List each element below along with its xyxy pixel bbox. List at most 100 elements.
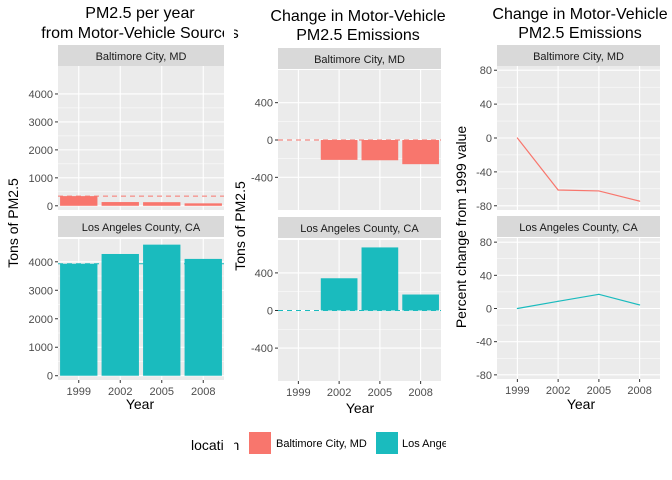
plot3-title-line1: Change in Motor-Vehicle (492, 6, 667, 23)
bar-2005 (143, 202, 181, 206)
y-tick-label: 40 (480, 99, 492, 111)
y-tick-label: 3000 (29, 117, 53, 129)
plot1-facet-2: Los Angeles County, CA 0 1000 2000 3000 4000 1… (29, 216, 224, 398)
bar-2002 (320, 140, 358, 160)
plot2-title-line2: PM2.5 Emissions (296, 27, 420, 44)
facet-strip (58, 45, 224, 66)
plot1-title-line2: from Motor-Vehicle Sources (41, 25, 238, 42)
data-point-2005 (598, 190, 600, 192)
bar-2005 (361, 247, 399, 311)
plot1-title-line1: PM2.5 per year (85, 5, 195, 22)
plot3-facet-1: Baltimore City, MD -80 -40 0 40 80 (476, 45, 660, 213)
y-tick-label: -40 (476, 337, 492, 349)
bar-2002 (101, 253, 139, 376)
facet-strip (278, 48, 441, 69)
y-tick-label: 2000 (29, 314, 53, 326)
y-tick-label: 40 (480, 270, 492, 282)
legend-label-baltimore: Baltimore City, MD (276, 438, 367, 450)
series-line (516, 137, 640, 202)
plot2-facet-1: Baltimore City, MD -400 0 400 (251, 48, 441, 210)
data-point-2008 (639, 200, 641, 202)
y-tick-label: -80 (476, 370, 492, 382)
plot2-title: Change in Motor-Vehicle PM2.5 Emissions (270, 8, 445, 44)
bar-2008 (402, 140, 439, 165)
y-tick-label: 0 (47, 201, 53, 213)
legend-crop-mask (446, 425, 672, 465)
x-tick-label: 2005 (587, 385, 611, 397)
bar-1999 (60, 196, 98, 206)
bar-2005 (361, 140, 399, 161)
plot1-y-axis-label: Tons of PM2.5 (5, 178, 21, 268)
x-tick-label: 2002 (546, 385, 570, 397)
y-tick-label: 3000 (29, 285, 53, 297)
bar-2008 (184, 258, 222, 376)
facet-strip-label: Los Angeles County, CA (519, 222, 638, 234)
plot3-y-axis-label: Percent change from 1999 value (453, 126, 469, 329)
data-point-2002 (557, 189, 559, 191)
bar-2002 (320, 278, 358, 311)
x-tick-label: 1999 (286, 387, 310, 399)
bar-2005 (143, 244, 181, 376)
facet-strip (278, 217, 441, 238)
data-point-2005 (598, 293, 600, 295)
facet-strip (58, 216, 224, 237)
facet-strip-label: Baltimore City, MD (96, 51, 187, 63)
series-line (517, 293, 640, 310)
y-tick-label: 80 (480, 237, 492, 249)
legend: location Baltimore City, MD Los Angeles … (191, 432, 521, 454)
y-tick-label: 0 (267, 306, 273, 318)
plot3-x-axis-label: Year (567, 396, 596, 412)
plot2-y-axis-label: Tons of PM2.5 (232, 181, 248, 271)
facet-strip-label: Baltimore City, MD (533, 51, 624, 63)
y-tick-label: 0 (486, 304, 492, 316)
y-tick-label: 1000 (29, 342, 53, 354)
plot3-title: Change in Motor-Vehicle PM2.5 Emissions (492, 6, 667, 42)
facet-strip (497, 216, 660, 237)
y-tick-label: -400 (251, 343, 273, 355)
y-tick-label: 1000 (29, 173, 53, 185)
y-tick-label: 0 (47, 371, 53, 383)
panel-background (58, 66, 224, 210)
data-point-2008 (639, 304, 641, 306)
legend-key-los-angeles (376, 432, 398, 454)
plot2-x-axis-label: Year (346, 400, 375, 416)
x-tick-label: 1999 (505, 385, 529, 397)
x-tick-label: 2008 (191, 386, 215, 398)
facet-strip (497, 45, 660, 66)
y-tick-label: -40 (476, 167, 492, 179)
x-tick-label: 2002 (108, 386, 132, 398)
bar-1999 (60, 263, 98, 376)
bar-2002 (101, 202, 139, 206)
bar-2008 (402, 294, 439, 311)
plot1-crop-mask (224, 0, 234, 480)
x-tick-label: 2002 (327, 387, 351, 399)
x-tick-label: 2008 (408, 387, 432, 399)
facet-strip-label: Los Angeles County, CA (82, 222, 201, 234)
y-tick-label: 0 (486, 133, 492, 145)
y-tick-label: -80 (476, 201, 492, 213)
x-tick-label: 2008 (627, 385, 651, 397)
legend-key-baltimore (249, 432, 271, 454)
x-tick-label: 1999 (67, 386, 91, 398)
plot1-title: PM2.5 per year from Motor-Vehicle Source… (41, 5, 238, 42)
y-tick-label: 400 (255, 98, 273, 110)
data-point-2002 (557, 300, 559, 302)
y-tick-label: 0 (267, 135, 273, 147)
plot1-x-axis-label: Year (126, 396, 155, 412)
x-tick-label: 2005 (368, 387, 392, 399)
y-tick-label: 4000 (29, 89, 53, 101)
plot1-facet-1: Baltimore City, MD 0 1000 2000 3000 4000 (29, 45, 224, 213)
y-tick-label: 4000 (29, 257, 53, 269)
facet-strip-label: Baltimore City, MD (314, 54, 405, 66)
y-tick-label: 400 (255, 268, 273, 280)
data-point-1999 (516, 307, 518, 310)
x-tick-label: 2005 (150, 386, 174, 398)
y-tick-label: 2000 (29, 145, 53, 157)
plot3-facet-2: Los Angeles County, CA -80 -40 0 40 80 1999 200… (476, 216, 660, 397)
y-tick-label: -400 (251, 172, 273, 184)
y-tick-label: 80 (480, 65, 492, 77)
bar-2008 (184, 203, 222, 206)
plot2-crop-mask (446, 0, 454, 480)
